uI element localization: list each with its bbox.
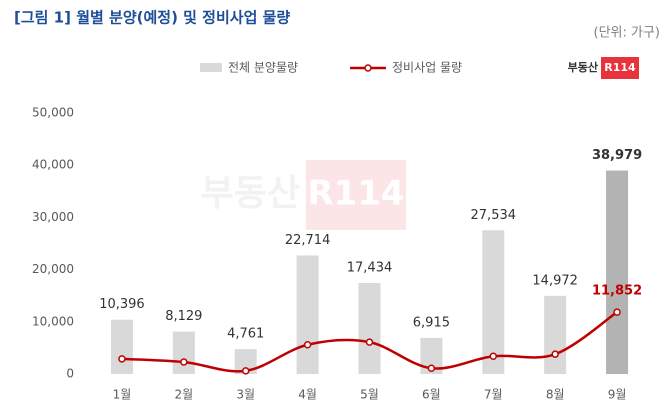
line-marker bbox=[118, 355, 126, 363]
data-label: 14,972 bbox=[532, 273, 578, 288]
legend-label: 정비사업 물량 bbox=[392, 61, 462, 75]
line-marker bbox=[365, 338, 374, 346]
watermark-text: R114 bbox=[307, 174, 404, 214]
watermark-text: 부동산 bbox=[201, 173, 300, 214]
line-marker bbox=[180, 358, 188, 366]
logo: 부동산 R114 bbox=[568, 57, 639, 79]
data-label: 11,852 bbox=[592, 284, 642, 299]
watermark: 부동산 R114 bbox=[201, 160, 406, 230]
line-marker bbox=[303, 341, 312, 349]
y-tick-label: 30,000 bbox=[32, 210, 74, 224]
bar bbox=[420, 337, 443, 374]
data-label: 10,396 bbox=[99, 297, 145, 312]
data-label: 27,534 bbox=[471, 208, 517, 223]
bar bbox=[544, 295, 567, 374]
logo-box bbox=[601, 57, 639, 79]
legend-swatch bbox=[364, 64, 372, 72]
chart-title: [그림 1] 월별 분양(예정) 및 정비사업 물량 bbox=[14, 9, 290, 27]
x-tick-label: 4월 bbox=[298, 388, 317, 402]
x-tick-label: 6월 bbox=[422, 388, 441, 402]
data-label: 22,714 bbox=[285, 233, 331, 248]
bar bbox=[234, 349, 257, 374]
data-label: 38,979 bbox=[592, 148, 642, 163]
data-label: 6,915 bbox=[413, 315, 450, 330]
line-marker bbox=[489, 352, 498, 361]
x-tick-label: 1월 bbox=[113, 388, 132, 402]
data-label: 17,434 bbox=[347, 260, 393, 275]
x-tick-label: 8월 bbox=[546, 388, 565, 402]
data-label: 8,129 bbox=[165, 309, 202, 324]
line-marker bbox=[551, 350, 559, 358]
x-tick-label: 7월 bbox=[484, 388, 503, 402]
y-tick-label: 10,000 bbox=[32, 314, 74, 328]
legend-swatch bbox=[200, 63, 222, 72]
y-tick-label: 50,000 bbox=[32, 106, 74, 120]
y-tick-label: 20,000 bbox=[32, 262, 74, 276]
x-tick-label: 9월 bbox=[608, 388, 627, 402]
bar bbox=[358, 282, 381, 374]
logo-text: R114 bbox=[604, 61, 636, 74]
bar bbox=[606, 170, 629, 374]
x-tick-label: 5월 bbox=[360, 388, 379, 402]
x-tick-label: 2월 bbox=[174, 388, 193, 402]
x-tick-label: 3월 bbox=[236, 388, 255, 402]
y-tick-label: 40,000 bbox=[32, 158, 74, 172]
line-marker bbox=[241, 367, 250, 375]
bar bbox=[482, 230, 505, 374]
line-marker bbox=[613, 308, 621, 316]
logo-text: 부동산 bbox=[568, 60, 598, 74]
watermark-box bbox=[306, 160, 406, 230]
bar bbox=[110, 319, 133, 374]
data-label: 4,761 bbox=[227, 327, 264, 342]
bar bbox=[296, 255, 319, 374]
legend-label: 전체 분양물량 bbox=[228, 61, 298, 75]
unit-note: (단위: 가구) bbox=[594, 26, 661, 41]
line-marker bbox=[427, 364, 436, 373]
bar bbox=[172, 331, 195, 374]
y-tick-label: 0 bbox=[66, 367, 74, 381]
